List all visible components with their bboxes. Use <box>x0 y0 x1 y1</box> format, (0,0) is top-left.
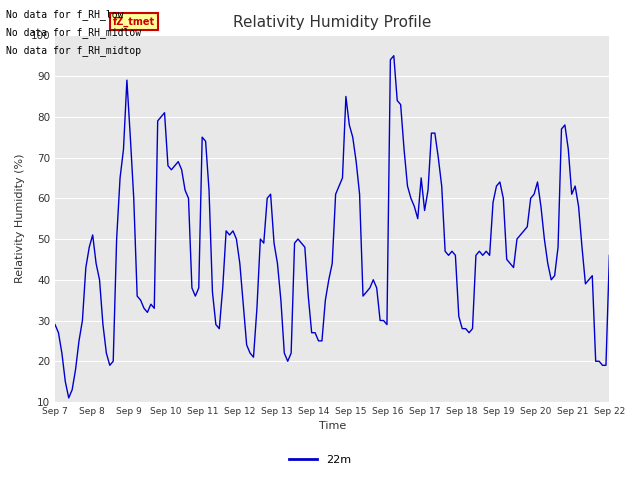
Y-axis label: Relativity Humidity (%): Relativity Humidity (%) <box>15 154 25 283</box>
Text: No data for f_RH_midlow: No data for f_RH_midlow <box>6 27 141 38</box>
Title: Relativity Humidity Profile: Relativity Humidity Profile <box>233 15 431 30</box>
X-axis label: Time: Time <box>319 421 346 432</box>
Text: No data for f_RH_midtop: No data for f_RH_midtop <box>6 45 141 56</box>
Text: No data for f_RH_low: No data for f_RH_low <box>6 9 124 20</box>
Text: fZ_tmet: fZ_tmet <box>113 16 156 26</box>
Legend: 22m: 22m <box>285 451 355 469</box>
